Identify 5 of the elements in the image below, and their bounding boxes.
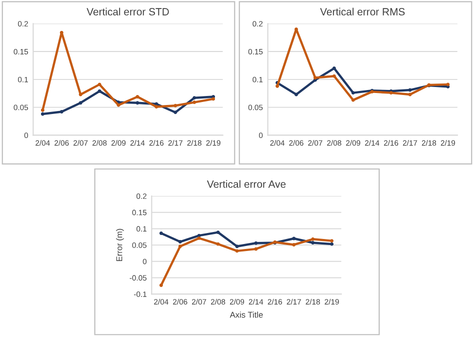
- chart-title: Vertical error Ave: [206, 180, 286, 188]
- x-axis-title: Axis Title: [230, 312, 263, 318]
- chart-title: Vertical error RMS: [320, 8, 405, 16]
- y-axis-title: Error (m): [116, 228, 124, 262]
- chart-title: Vertical error STD: [86, 8, 169, 16]
